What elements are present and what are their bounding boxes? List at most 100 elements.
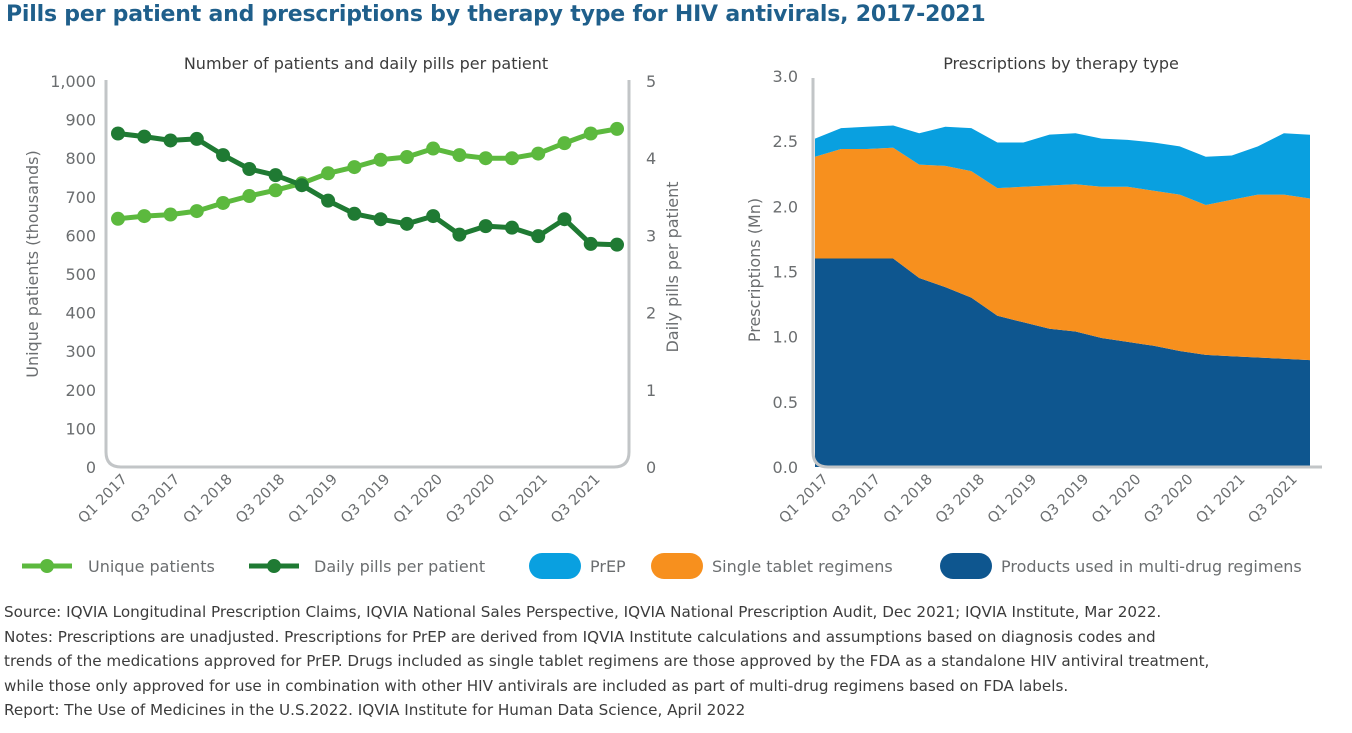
x-tick-label: Q1 2021 xyxy=(1193,472,1248,527)
y-axis-label-right: Daily pills per patient xyxy=(663,181,682,352)
legend-swatch-single-tablet xyxy=(651,553,703,579)
chart-title: Number of patients and daily pills per p… xyxy=(184,54,548,73)
x-tick-label: Q3 2018 xyxy=(933,472,988,527)
y-tick-label-right: 2 xyxy=(646,304,656,323)
legend-label-daily-pills: Daily pills per patient xyxy=(314,557,485,576)
data-point xyxy=(426,209,441,224)
x-tick-label: Q3 2021 xyxy=(548,472,603,527)
y-axis-label: Prescriptions (Mn) xyxy=(745,198,764,342)
data-point xyxy=(557,212,572,227)
data-point xyxy=(610,237,624,252)
axis-frame xyxy=(811,78,1322,469)
y-tick-label: 2.0 xyxy=(773,197,798,216)
page-title: Pills per patient and prescriptions by t… xyxy=(6,2,986,27)
data-point xyxy=(373,152,388,167)
prescriptions-area-chart: Prescriptions by therapy type 0.0 0.5 1.0 1.… xyxy=(745,54,1322,527)
x-tick-label: Q1 2020 xyxy=(1089,472,1144,527)
notes-line-2: trends of the medications approved for P… xyxy=(4,652,1210,670)
area-series xyxy=(815,258,1310,467)
y-tick-label-left: 400 xyxy=(65,304,96,323)
data-point xyxy=(216,148,231,163)
report-note: Report: The Use of Medicines in the U.S.… xyxy=(4,701,746,719)
data-point xyxy=(137,209,152,224)
legend-marker-unique-patients xyxy=(40,559,54,573)
area-series xyxy=(815,147,1310,361)
y-tick-label-right: 3 xyxy=(646,226,656,245)
charts-canvas: Number of patients and daily pills per p… xyxy=(22,54,1322,579)
data-point xyxy=(373,212,388,227)
legend: Unique patients Daily pills per patient Pr… xyxy=(22,553,1302,579)
y-tick-label-right: 0 xyxy=(646,458,656,477)
data-point xyxy=(321,166,336,181)
y-tick-label: 2.5 xyxy=(773,132,798,151)
data-point xyxy=(111,126,125,141)
x-tick-label: Q3 2019 xyxy=(338,472,393,527)
x-tick-label: Q3 2019 xyxy=(1037,472,1092,527)
y-tick-label-left: 600 xyxy=(65,226,96,245)
area-series xyxy=(815,125,1310,205)
data-point xyxy=(452,148,467,163)
y-tick-label-right: 4 xyxy=(646,149,656,168)
data-point xyxy=(163,133,178,148)
y-axis-label-left: Unique patients (thousands) xyxy=(23,150,42,377)
data-point xyxy=(189,131,204,146)
x-tick-label: Q1 2019 xyxy=(286,472,341,527)
x-tick-label: Q1 2017 xyxy=(76,472,131,527)
y-tick-label: 0.5 xyxy=(773,393,798,412)
data-point xyxy=(111,211,125,226)
data-point xyxy=(610,121,624,136)
patients-pills-line-chart: Number of patients and daily pills per p… xyxy=(23,54,682,527)
y-tick-label: 1.0 xyxy=(773,328,798,347)
y-tick-label-left: 500 xyxy=(65,265,96,284)
x-tick-label: Q1 2020 xyxy=(391,472,446,527)
data-point xyxy=(347,160,362,175)
y-tick-label: 0.0 xyxy=(773,458,798,477)
data-point xyxy=(504,220,519,235)
notes-block: Source: IQVIA Longitudinal Prescription … xyxy=(4,600,1344,723)
legend-label-single-tablet: Single tablet regimens xyxy=(712,557,893,576)
y-tick-label-left: 1,000 xyxy=(50,72,96,91)
x-tick-label: Q1 2019 xyxy=(985,472,1040,527)
data-point xyxy=(399,216,414,231)
data-point xyxy=(347,206,362,221)
data-point xyxy=(242,189,257,204)
data-point xyxy=(268,168,283,183)
x-tick-label: Q3 2021 xyxy=(1246,472,1301,527)
legend-swatch-multi-drug xyxy=(940,553,992,579)
y-tick-label-left: 300 xyxy=(65,342,96,361)
legend-swatch-prep xyxy=(529,553,581,579)
x-tick-label: Q1 2018 xyxy=(181,472,236,527)
data-point xyxy=(583,236,598,251)
data-point xyxy=(242,162,257,177)
x-tick-label: Q1 2017 xyxy=(777,472,832,527)
legend-marker-daily-pills xyxy=(267,559,281,573)
data-point xyxy=(478,219,493,234)
axis-frame xyxy=(104,80,631,469)
data-point xyxy=(163,207,178,222)
y-tick-label-left: 900 xyxy=(65,111,96,130)
x-tick-label: Q3 2017 xyxy=(829,472,884,527)
x-tick-label: Q3 2018 xyxy=(233,472,288,527)
legend-label-multi-drug: Products used in multi-drug regimens xyxy=(1001,557,1302,576)
y-tick-label-left: 0 xyxy=(86,458,96,477)
data-point xyxy=(399,150,414,165)
x-tick-label: Q3 2020 xyxy=(1141,472,1196,527)
data-point xyxy=(426,141,441,156)
data-point xyxy=(216,195,231,210)
y-tick-label-right: 5 xyxy=(646,72,656,91)
y-tick-label: 1.5 xyxy=(773,263,798,282)
data-point xyxy=(137,129,152,144)
data-point xyxy=(557,136,572,151)
y-tick-label: 3.0 xyxy=(773,67,798,86)
data-point xyxy=(531,229,546,244)
data-point xyxy=(583,126,598,141)
data-point xyxy=(294,178,309,193)
data-point xyxy=(268,183,283,198)
legend-label-unique-patients: Unique patients xyxy=(88,557,215,576)
source-note: Source: IQVIA Longitudinal Prescription … xyxy=(4,603,1162,621)
y-tick-label-left: 200 xyxy=(65,381,96,400)
x-tick-label: Q1 2021 xyxy=(496,472,551,527)
data-point xyxy=(452,227,467,242)
data-point xyxy=(478,151,493,166)
y-tick-label-right: 1 xyxy=(646,381,656,400)
